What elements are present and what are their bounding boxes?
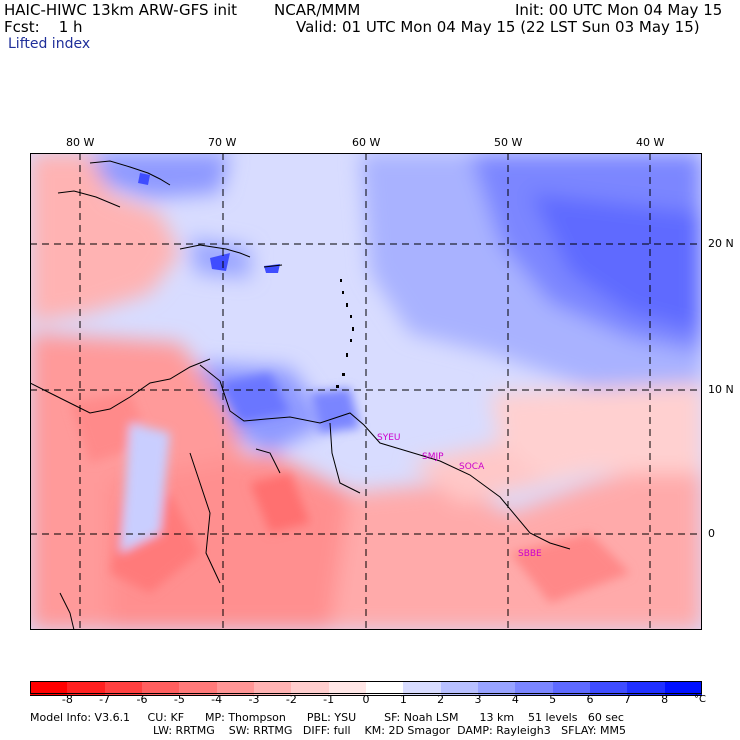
run-title: HAIC-HIWC 13km ARW-GFS init: [4, 1, 238, 19]
lat-label-20n: 20 N: [708, 237, 734, 250]
colorbar-tick-label: 2: [437, 693, 445, 706]
colorbar-tick-label: 0: [362, 693, 370, 706]
colorbar-frame: [30, 681, 702, 694]
lon-label-50w: 50 W: [494, 136, 523, 149]
field-name: Lifted index: [8, 36, 91, 52]
lat-label-0: 0: [708, 527, 715, 540]
lon-label-40w: 40 W: [636, 136, 665, 149]
colorbar-tick-label: -5: [173, 693, 185, 706]
lifted-index-map: SYEU SMJP SOCA SBBE: [30, 153, 702, 630]
field-shading: [30, 153, 702, 630]
init-time: Init: 00 UTC Mon 04 May 15: [515, 1, 723, 19]
site-label-syeu: SYEU: [377, 433, 400, 443]
colorbar-unit: °C: [694, 694, 706, 705]
site-label-sbbe: SBBE: [518, 549, 542, 559]
lon-label-80w: 80 W: [66, 136, 95, 149]
site-label-smjp: SMJP: [422, 452, 444, 462]
organization: NCAR/MMM: [274, 1, 361, 19]
model-info-line1: Model Info: V3.6.1 CU: KF MP: Thompson P…: [30, 711, 624, 724]
lon-label-60w: 60 W: [352, 136, 381, 149]
colorbar-tick-label: 1: [399, 693, 407, 706]
lon-label-70w: 70 W: [208, 136, 237, 149]
colorbar-tick-label: 6: [586, 693, 594, 706]
colorbar-tick-label: 5: [549, 693, 557, 706]
colorbar-tick-label: 7: [623, 693, 631, 706]
colorbar-tick-label: 4: [511, 693, 519, 706]
model-info-line2: LW: RRTMG SW: RRTMG DIFF: full KM: 2D Sm…: [153, 724, 626, 737]
valid-time: Valid: 01 UTC Mon 04 May 15 (22 LST Sun …: [296, 18, 700, 36]
colorbar-tick-label: 8: [661, 693, 669, 706]
map-frame: [30, 153, 702, 630]
lat-label-10n: 10 N: [708, 383, 734, 396]
coastlines: [30, 160, 571, 630]
colorbar-tick-label: -2: [285, 693, 297, 706]
colorbar-tick-label: -4: [211, 693, 223, 706]
colorbar-tick-label: -6: [136, 693, 148, 706]
colorbar-tick-label: -8: [61, 693, 73, 706]
colorbar-tick-label: -3: [248, 693, 260, 706]
colorbar-tick-label: 3: [474, 693, 482, 706]
site-label-soca: SOCA: [459, 462, 485, 472]
colorbar-tick-label: -7: [99, 693, 111, 706]
lesser-antilles: [336, 279, 354, 388]
graticule: [30, 153, 702, 630]
forecast-hour: Fcst: 1 h: [4, 18, 83, 36]
colorbar-tick-label: -1: [323, 693, 335, 706]
